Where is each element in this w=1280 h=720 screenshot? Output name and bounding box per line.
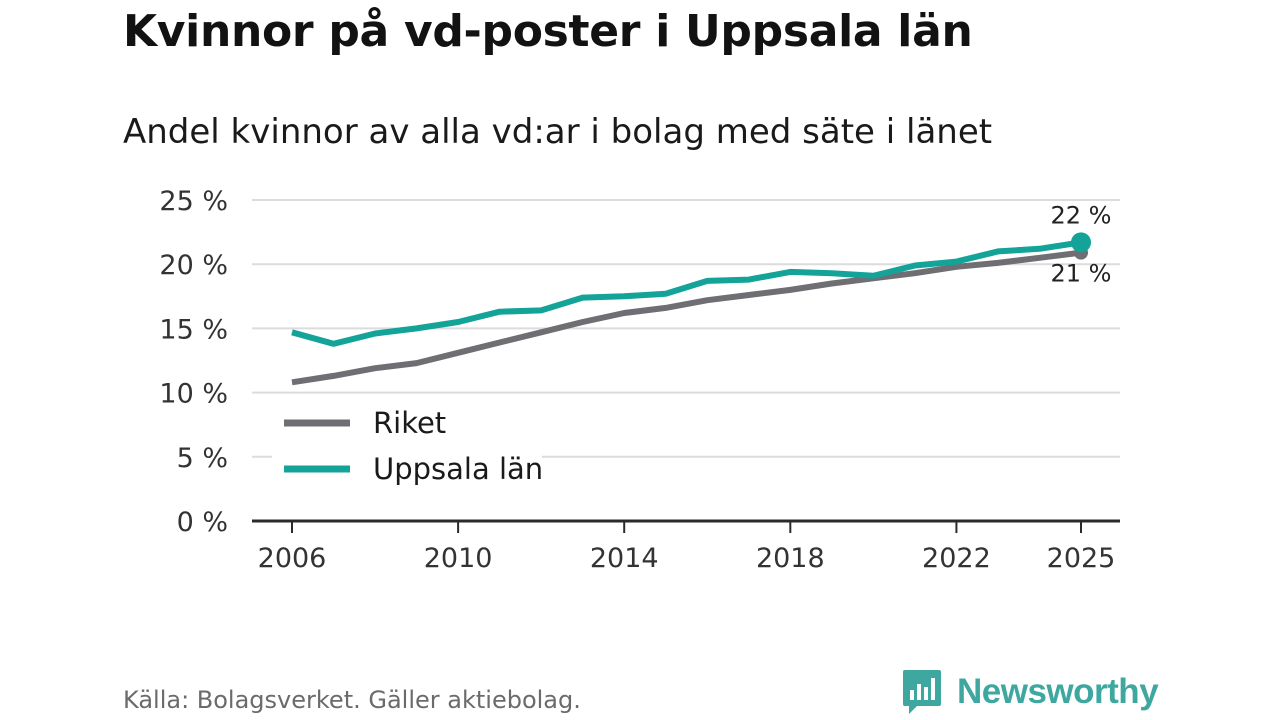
series-line-uppsala-län: [291, 239, 1082, 347]
y-tick-label-5: 5 %: [177, 443, 228, 474]
x-tick-label-2014: 2014: [590, 543, 659, 574]
x-axis-ticks: 2006 2010 2014 2018 2022 2025: [258, 521, 1116, 574]
x-tick-label-2025: 2025: [1047, 543, 1116, 574]
legend-background: [272, 400, 542, 495]
legend-label-riket: Riket: [373, 406, 446, 440]
series-line-riket: [291, 249, 1082, 386]
newsworthy-logo-icon: [903, 670, 941, 714]
legend-label-uppsala-län: Uppsala län: [373, 452, 543, 486]
y-tick-label-25: 25 %: [159, 186, 228, 217]
chart-title: Kvinnor på vd-poster i Uppsala län: [123, 6, 973, 57]
y-tick-label-15: 15 %: [159, 314, 228, 345]
brand-name: Newsworthy: [957, 672, 1159, 711]
brand-logo: Newsworthy: [901, 668, 1159, 716]
end-point-uppsala-län: [1071, 232, 1091, 253]
series-lines: 21 % 22 %: [291, 201, 1112, 386]
x-tick-label-2010: 2010: [424, 543, 493, 574]
y-tick-label-10: 10 %: [159, 379, 228, 410]
end-label-riket: 21 %: [1051, 260, 1112, 288]
legend: Riket Uppsala län: [272, 400, 543, 495]
x-tick-label-2018: 2018: [756, 543, 825, 574]
x-tick-label-2006: 2006: [258, 543, 327, 574]
y-axis-ticks: 0 % 5 % 10 % 15 % 20 % 25 %: [159, 186, 228, 538]
y-tick-label-20: 20 %: [159, 250, 228, 281]
end-label-uppsala-län: 22 %: [1051, 201, 1112, 229]
chart-subtitle: Andel kvinnor av alla vd:ar i bolag med …: [123, 112, 993, 152]
source-note: Källa: Bolagsverket. Gäller aktiebolag.: [123, 686, 581, 714]
x-tick-label-2022: 2022: [922, 543, 991, 574]
y-tick-label-0: 0 %: [177, 507, 228, 538]
